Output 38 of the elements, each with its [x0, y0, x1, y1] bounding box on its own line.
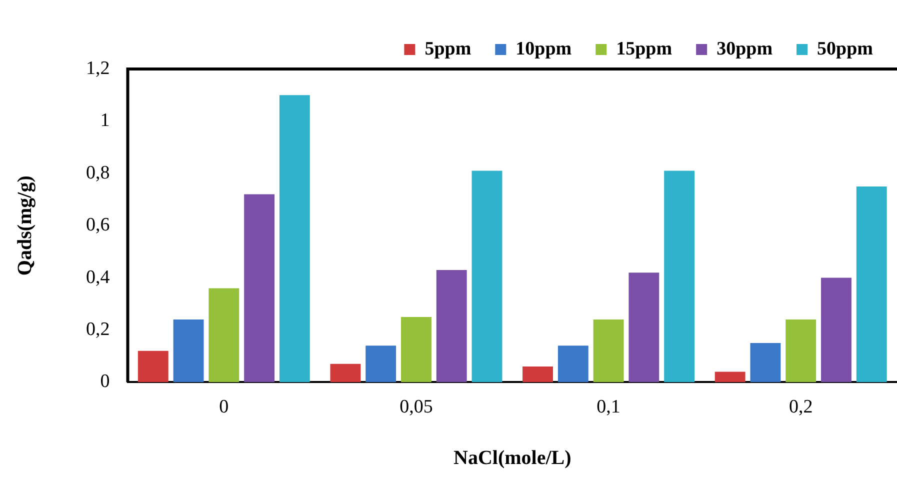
bar	[173, 320, 204, 382]
bar	[401, 316, 432, 382]
legend-label: 10ppm	[516, 38, 572, 60]
x-tick-label: 0,2	[788, 396, 813, 418]
legend-label: 15ppm	[616, 38, 672, 60]
y-tick-label: 1	[100, 110, 110, 132]
bar	[279, 95, 310, 382]
legend-label: 5ppm	[424, 38, 472, 60]
y-tick-label: 0,2	[86, 318, 110, 340]
legend-label: 50ppm	[817, 38, 874, 60]
bar	[244, 194, 275, 382]
bar	[593, 320, 624, 382]
bar	[628, 272, 660, 382]
x-tick-label: 0,05	[400, 396, 433, 418]
y-tick-label: 1,2	[86, 58, 110, 79]
bar	[472, 170, 502, 382]
bar	[366, 346, 396, 382]
bar	[664, 170, 695, 382]
bar	[750, 343, 781, 382]
y-tick-label: 0,6	[86, 214, 110, 236]
bar	[208, 288, 240, 382]
bar	[856, 186, 887, 382]
legend-label: 30ppm	[716, 38, 773, 60]
bar	[786, 320, 816, 382]
y-axis-title: Qads(mg/g)	[14, 176, 36, 276]
bar	[330, 364, 361, 382]
y-tick-label: 0,4	[86, 266, 110, 288]
bar	[522, 366, 553, 382]
bar	[436, 270, 467, 382]
y-tick-label: 0,8	[86, 162, 110, 184]
bar	[821, 278, 852, 382]
bar	[714, 372, 746, 382]
x-tick-label: 0,1	[596, 396, 620, 418]
x-tick-label: 0	[219, 396, 229, 418]
bar	[558, 346, 588, 382]
x-axis-title: NaCl(mole/L)	[453, 447, 572, 470]
y-tick-label: 0	[100, 371, 110, 392]
bar	[138, 350, 168, 382]
